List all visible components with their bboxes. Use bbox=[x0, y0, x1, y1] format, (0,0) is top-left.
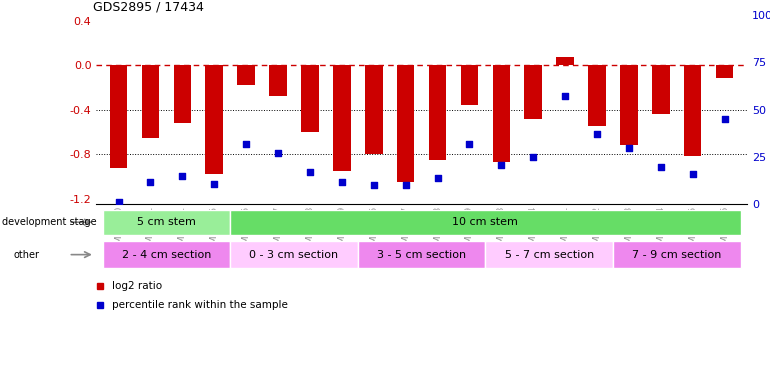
Text: other: other bbox=[14, 250, 40, 259]
Point bbox=[304, 169, 316, 175]
Bar bbox=[230, 242, 358, 268]
Point bbox=[336, 178, 348, 184]
Point bbox=[431, 175, 444, 181]
Point bbox=[623, 145, 635, 151]
Bar bbox=[524, 65, 542, 118]
Bar bbox=[652, 65, 670, 114]
Bar bbox=[493, 65, 510, 162]
Bar bbox=[460, 65, 478, 105]
Point bbox=[176, 173, 189, 179]
Point bbox=[687, 171, 699, 177]
Point bbox=[527, 154, 539, 160]
Bar bbox=[301, 65, 319, 132]
Point bbox=[144, 178, 156, 184]
Point bbox=[718, 116, 731, 122]
Text: percentile rank within the sample: percentile rank within the sample bbox=[112, 300, 288, 310]
Bar bbox=[110, 65, 127, 168]
Text: 3 - 5 cm section: 3 - 5 cm section bbox=[377, 250, 466, 259]
Point bbox=[240, 141, 253, 147]
Point bbox=[400, 183, 412, 189]
Point bbox=[367, 183, 380, 189]
Bar bbox=[237, 65, 255, 85]
Bar bbox=[485, 242, 613, 268]
Bar bbox=[365, 65, 383, 154]
Bar bbox=[102, 242, 230, 268]
Point bbox=[495, 162, 507, 168]
Bar bbox=[358, 242, 485, 268]
Text: development stage: development stage bbox=[2, 217, 96, 227]
Text: GDS2895 / 17434: GDS2895 / 17434 bbox=[93, 1, 204, 14]
Bar bbox=[206, 65, 223, 174]
Point bbox=[591, 131, 603, 137]
Bar bbox=[716, 65, 733, 78]
Bar bbox=[429, 65, 447, 160]
Point bbox=[272, 150, 284, 156]
Point bbox=[559, 93, 571, 99]
Text: 7 - 9 cm section: 7 - 9 cm section bbox=[632, 250, 721, 259]
Bar bbox=[620, 65, 638, 146]
Bar bbox=[333, 65, 350, 171]
Bar bbox=[397, 65, 414, 182]
Point bbox=[464, 141, 476, 147]
Bar bbox=[684, 65, 701, 156]
Bar bbox=[102, 210, 230, 235]
Point bbox=[112, 200, 125, 206]
Bar bbox=[270, 65, 286, 96]
Text: 10 cm stem: 10 cm stem bbox=[453, 217, 518, 227]
Text: 2 - 4 cm section: 2 - 4 cm section bbox=[122, 250, 211, 259]
Text: 0 - 3 cm section: 0 - 3 cm section bbox=[249, 250, 339, 259]
Bar bbox=[613, 242, 741, 268]
Text: 5 - 7 cm section: 5 - 7 cm section bbox=[504, 250, 594, 259]
Bar bbox=[142, 65, 159, 138]
Text: 5 cm stem: 5 cm stem bbox=[137, 217, 196, 227]
Text: log2 ratio: log2 ratio bbox=[112, 280, 162, 291]
Bar bbox=[557, 57, 574, 65]
Bar bbox=[588, 65, 606, 126]
Point bbox=[208, 180, 220, 186]
Point bbox=[654, 164, 667, 170]
Bar bbox=[173, 65, 191, 123]
Bar bbox=[230, 210, 741, 235]
